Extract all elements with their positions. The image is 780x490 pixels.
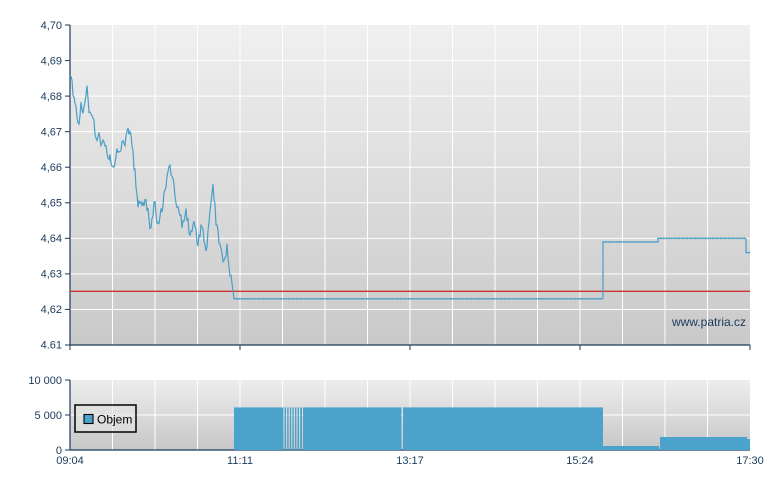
svg-text:11:11: 11:11 [227, 455, 253, 467]
svg-text:4,68: 4,68 [41, 91, 62, 103]
svg-text:Objem: Objem [97, 413, 132, 427]
svg-text:17:30: 17:30 [736, 455, 764, 467]
svg-text:4,70: 4,70 [41, 20, 62, 32]
svg-text:15:24: 15:24 [566, 455, 594, 467]
svg-text:5 000: 5 000 [34, 410, 62, 422]
svg-text:4,63: 4,63 [41, 269, 62, 281]
svg-text:4,66: 4,66 [41, 162, 62, 174]
svg-text:4,67: 4,67 [41, 127, 62, 139]
svg-text:4,69: 4,69 [41, 56, 62, 68]
svg-text:09:04: 09:04 [56, 455, 84, 467]
svg-text:13:17: 13:17 [396, 455, 424, 467]
svg-text:10 000: 10 000 [28, 375, 62, 387]
svg-text:4.61: 4.61 [41, 340, 62, 352]
svg-text:www.patria.cz: www.patria.cz [671, 315, 746, 329]
svg-text:4,65: 4,65 [41, 198, 62, 210]
svg-text:4,62: 4,62 [41, 304, 62, 316]
svg-text:4,64: 4,64 [41, 233, 62, 245]
